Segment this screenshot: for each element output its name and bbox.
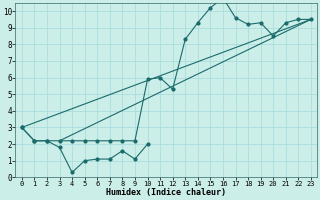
X-axis label: Humidex (Indice chaleur): Humidex (Indice chaleur) — [106, 188, 226, 197]
